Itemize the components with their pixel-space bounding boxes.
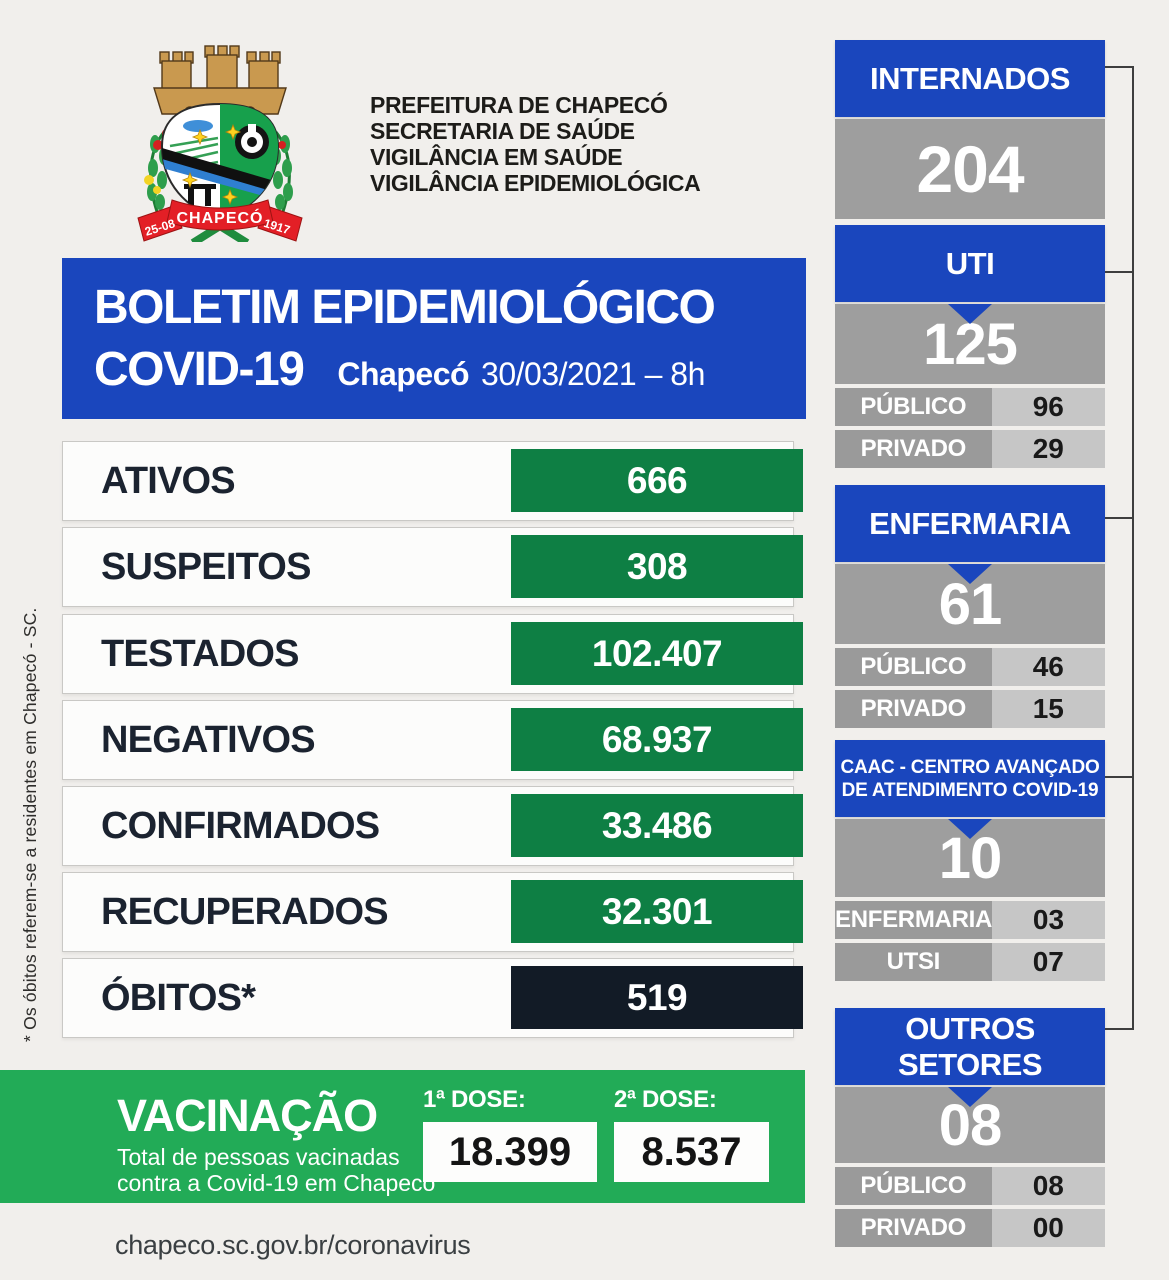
stat-row-suspeitos: SUSPEITOS 308 — [62, 527, 803, 607]
bulletin-title-line1: BOLETIM EPIDEMIOLÓGICO — [94, 281, 716, 334]
dose1-value: 18.399 — [423, 1122, 597, 1182]
ribbon-banner-icon: CHAPECÓ 25-08 1917 — [137, 199, 303, 242]
stat-value: 68.937 — [511, 708, 803, 771]
connector-stub — [1105, 1028, 1134, 1030]
section-enfermaria-value: 61 — [835, 564, 1105, 644]
agency-line: VIGILÂNCIA EPIDEMIOLÓGICA — [370, 170, 701, 196]
vaccination-subtitle: Total de pessoas vacinadas contra a Covi… — [117, 1144, 436, 1196]
dose1-label: 1ª DOSE: — [423, 1086, 526, 1113]
bulletin-datetime: 30/03/2021 – 8h — [481, 356, 705, 392]
subrow-utsi: UTSI 07 — [835, 943, 1105, 981]
stars-icon — [181, 123, 242, 206]
connector-stub — [1105, 271, 1134, 273]
agency-header: PREFEITURA DE CHAPECÓ SECRETARIA DE SAÚD… — [370, 92, 701, 196]
stat-row-obitos: ÓBITOS* 519 — [62, 958, 803, 1038]
stat-label: TESTADOS — [101, 633, 299, 675]
arrow-down-icon — [948, 819, 992, 839]
stat-label: NEGATIVOS — [101, 719, 316, 761]
vaccination-panel: VACINAÇÃO Total de pessoas vacinadas con… — [0, 1070, 805, 1203]
subrow-privado: PRIVADO 29 — [835, 430, 1105, 468]
stat-row-recuperados: RECUPERADOS 32.301 — [62, 872, 803, 952]
stat-label: RECUPERADOS — [101, 891, 389, 933]
bulletin-title-line2: COVID-19 — [94, 343, 305, 396]
section-internados-value: 204 — [835, 119, 1105, 219]
ribbon-city-text: CHAPECÓ — [176, 208, 263, 227]
vaccination-title: VACINAÇÃO — [117, 1090, 378, 1141]
section-enfermaria: ENFERMARIA 61 PÚBLICO 46 PRIVADO 15 — [835, 485, 1105, 728]
section-outros-header: OUTROS SETORES — [835, 1008, 1105, 1085]
section-internados: INTERNADOS 204 — [835, 40, 1105, 219]
connector-stub — [1105, 517, 1134, 519]
section-outros-value: 08 — [835, 1087, 1105, 1163]
stat-value: 308 — [511, 535, 803, 598]
connector-stub — [1105, 776, 1134, 778]
section-caac-header: CAAC - CENTRO AVANÇADO DE ATENDIMENTO CO… — [835, 740, 1105, 817]
stat-row-confirmados: CONFIRMADOS 33.486 — [62, 786, 803, 866]
section-enfermaria-header: ENFERMARIA — [835, 485, 1105, 562]
stat-value: 33.486 — [511, 794, 803, 857]
agency-line: PREFEITURA DE CHAPECÓ — [370, 92, 668, 118]
stat-value: 32.301 — [511, 880, 803, 943]
arrow-down-icon — [948, 304, 992, 324]
arrow-down-icon — [948, 564, 992, 584]
section-internados-header: INTERNADOS — [835, 40, 1105, 117]
stat-value: 519 — [511, 966, 803, 1029]
subrow-publico: PÚBLICO 08 — [835, 1167, 1105, 1205]
chapeco-coat-of-arms-logo: CHAPECÓ 25-08 1917 — [137, 45, 303, 242]
shield-icon — [160, 102, 280, 222]
subrow-privado: PRIVADO 00 — [835, 1209, 1105, 1247]
stat-label: ATIVOS — [101, 460, 236, 502]
section-uti-value: 125 — [835, 304, 1105, 384]
section-outros-setores: OUTROS SETORES 08 PÚBLICO 08 PRIVADO 00 — [835, 1008, 1105, 1247]
agency-line: VIGILÂNCIA EM SAÚDE — [370, 144, 623, 170]
stat-value: 102.407 — [511, 622, 803, 685]
website-url: chapeco.sc.gov.br/coronavirus — [115, 1230, 471, 1260]
agency-line: SECRETARIA DE SAÚDE — [370, 118, 635, 144]
section-caac: CAAC - CENTRO AVANÇADO DE ATENDIMENTO CO… — [835, 740, 1105, 981]
stat-label: CONFIRMADOS — [101, 805, 380, 847]
subrow-enfermaria: ENFERMARIA 03 — [835, 901, 1105, 939]
dose2-value: 8.537 — [614, 1122, 769, 1182]
stat-label: ÓBITOS* — [101, 977, 256, 1019]
stat-label: SUSPEITOS — [101, 546, 311, 588]
mural-crown-icon — [153, 45, 287, 115]
section-uti-header: UTI — [835, 225, 1105, 302]
arrow-down-icon — [948, 1087, 992, 1107]
stat-row-ativos: ATIVOS 666 — [62, 441, 803, 521]
connector-stub — [1105, 66, 1134, 68]
subrow-publico: PÚBLICO 46 — [835, 648, 1105, 686]
subrow-privado: PRIVADO 15 — [835, 690, 1105, 728]
stat-row-negativos: NEGATIVOS 68.937 — [62, 700, 803, 780]
section-uti: UTI 125 PÚBLICO 96 PRIVADO 29 — [835, 225, 1105, 468]
dose2-label: 2ª DOSE: — [614, 1086, 717, 1113]
section-caac-value: 10 — [835, 819, 1105, 897]
connector-vertical-line — [1132, 66, 1134, 1030]
bulletin-city: Chapecó — [337, 356, 470, 392]
stat-value: 666 — [511, 449, 803, 512]
bulletin-title-box: BOLETIM EPIDEMIOLÓGICO COVID-19 Chapecó … — [62, 258, 806, 419]
stat-row-testados: TESTADOS 102.407 — [62, 614, 803, 694]
deaths-footnote: * Os óbitos referem-se a residentes em C… — [20, 607, 40, 1042]
subrow-publico: PÚBLICO 96 — [835, 388, 1105, 426]
